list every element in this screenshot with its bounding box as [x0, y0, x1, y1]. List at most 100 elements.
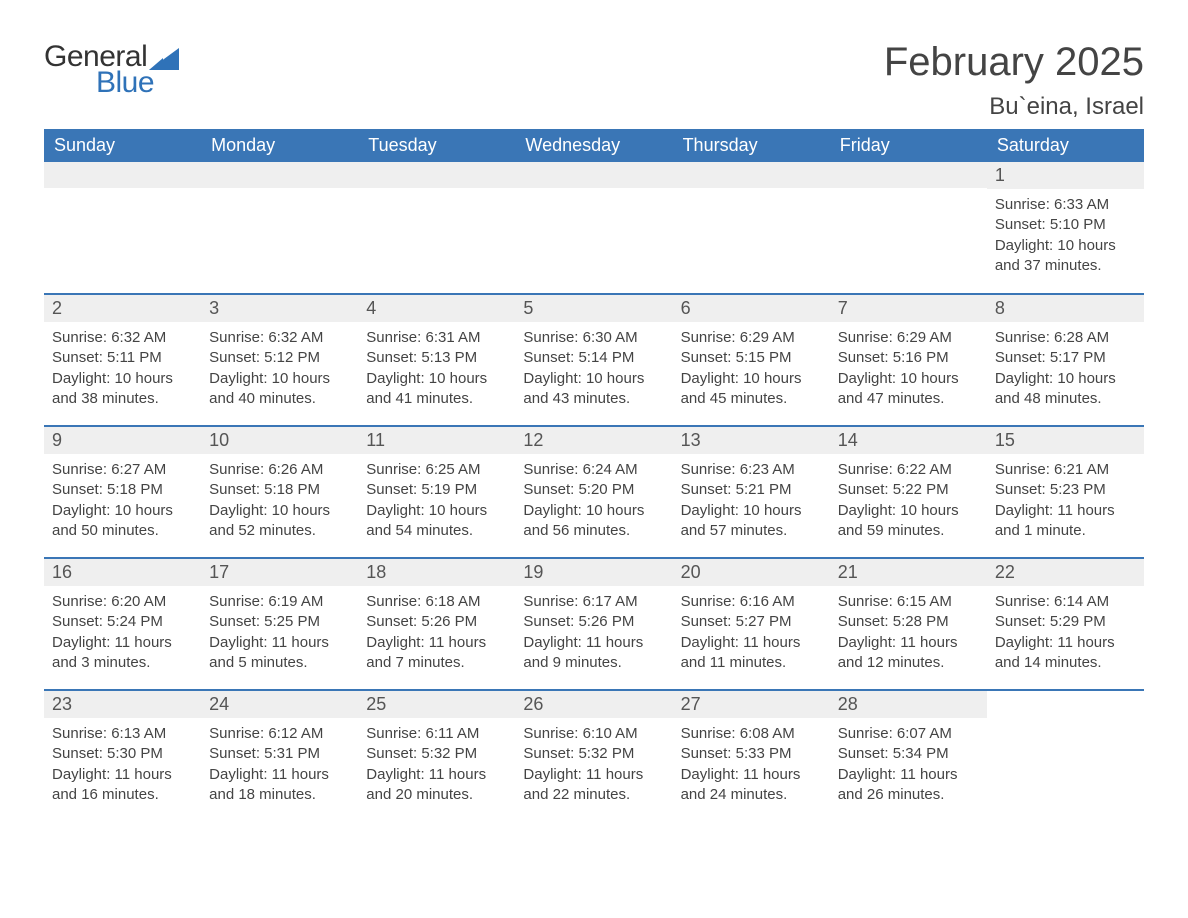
calendar-cell: 12Sunrise: 6:24 AMSunset: 5:20 PMDayligh…: [515, 426, 672, 558]
calendar-cell: 28Sunrise: 6:07 AMSunset: 5:34 PMDayligh…: [830, 690, 987, 822]
day-number: 26: [515, 691, 672, 718]
sunset-line: Sunset: 5:17 PM: [995, 348, 1136, 368]
day-number: 15: [987, 427, 1144, 454]
day-number: 10: [201, 427, 358, 454]
sunrise-line: Sunrise: 6:29 AM: [681, 328, 822, 348]
empty-day: [830, 162, 987, 188]
sunset-line: Sunset: 5:21 PM: [681, 480, 822, 500]
calendar-cell: 19Sunrise: 6:17 AMSunset: 5:26 PMDayligh…: [515, 558, 672, 690]
day-number: 27: [673, 691, 830, 718]
day-body: Sunrise: 6:22 AMSunset: 5:22 PMDaylight:…: [830, 454, 987, 551]
calendar-cell: 8Sunrise: 6:28 AMSunset: 5:17 PMDaylight…: [987, 294, 1144, 426]
day-number: 28: [830, 691, 987, 718]
sunset-line: Sunset: 5:19 PM: [366, 480, 507, 500]
calendar-cell: 20Sunrise: 6:16 AMSunset: 5:27 PMDayligh…: [673, 558, 830, 690]
day-body: Sunrise: 6:33 AMSunset: 5:10 PMDaylight:…: [987, 189, 1144, 286]
daylight-line: Daylight: 11 hours and 11 minutes.: [681, 633, 822, 674]
location: Bu`eina, Israel: [884, 93, 1144, 121]
day-body: Sunrise: 6:15 AMSunset: 5:28 PMDaylight:…: [830, 586, 987, 683]
daylight-line: Daylight: 11 hours and 14 minutes.: [995, 633, 1136, 674]
sunset-line: Sunset: 5:12 PM: [209, 348, 350, 368]
sunrise-line: Sunrise: 6:33 AM: [995, 195, 1136, 215]
calendar-cell: 5Sunrise: 6:30 AMSunset: 5:14 PMDaylight…: [515, 294, 672, 426]
day-number: 19: [515, 559, 672, 586]
sunset-line: Sunset: 5:31 PM: [209, 744, 350, 764]
calendar-cell: [987, 690, 1144, 822]
sunset-line: Sunset: 5:26 PM: [523, 612, 664, 632]
daylight-line: Daylight: 10 hours and 45 minutes.: [681, 369, 822, 410]
day-number: 4: [358, 295, 515, 322]
day-body: Sunrise: 6:11 AMSunset: 5:32 PMDaylight:…: [358, 718, 515, 815]
sunrise-line: Sunrise: 6:23 AM: [681, 460, 822, 480]
sunset-line: Sunset: 5:20 PM: [523, 480, 664, 500]
day-body: Sunrise: 6:32 AMSunset: 5:12 PMDaylight:…: [201, 322, 358, 419]
day-body: Sunrise: 6:19 AMSunset: 5:25 PMDaylight:…: [201, 586, 358, 683]
day-number: 25: [358, 691, 515, 718]
daylight-line: Daylight: 10 hours and 43 minutes.: [523, 369, 664, 410]
sunset-line: Sunset: 5:22 PM: [838, 480, 979, 500]
sunset-line: Sunset: 5:27 PM: [681, 612, 822, 632]
sunrise-line: Sunrise: 6:21 AM: [995, 460, 1136, 480]
calendar-cell: 10Sunrise: 6:26 AMSunset: 5:18 PMDayligh…: [201, 426, 358, 558]
calendar-cell: 23Sunrise: 6:13 AMSunset: 5:30 PMDayligh…: [44, 690, 201, 822]
logo-text-sub: Blue: [96, 66, 154, 100]
calendar-header-row: SundayMondayTuesdayWednesdayThursdayFrid…: [44, 129, 1144, 162]
sunrise-line: Sunrise: 6:20 AM: [52, 592, 193, 612]
day-number: 14: [830, 427, 987, 454]
day-body: Sunrise: 6:21 AMSunset: 5:23 PMDaylight:…: [987, 454, 1144, 551]
daylight-line: Daylight: 10 hours and 57 minutes.: [681, 501, 822, 542]
sunrise-line: Sunrise: 6:07 AM: [838, 724, 979, 744]
sunrise-line: Sunrise: 6:10 AM: [523, 724, 664, 744]
sunset-line: Sunset: 5:32 PM: [366, 744, 507, 764]
calendar-cell: 15Sunrise: 6:21 AMSunset: 5:23 PMDayligh…: [987, 426, 1144, 558]
day-number: 6: [673, 295, 830, 322]
daylight-line: Daylight: 10 hours and 59 minutes.: [838, 501, 979, 542]
daylight-line: Daylight: 10 hours and 37 minutes.: [995, 236, 1136, 277]
calendar-cell: 3Sunrise: 6:32 AMSunset: 5:12 PMDaylight…: [201, 294, 358, 426]
sunset-line: Sunset: 5:14 PM: [523, 348, 664, 368]
daylight-line: Daylight: 11 hours and 12 minutes.: [838, 633, 979, 674]
sunrise-line: Sunrise: 6:28 AM: [995, 328, 1136, 348]
sunset-line: Sunset: 5:33 PM: [681, 744, 822, 764]
weekday-header: Saturday: [987, 129, 1144, 162]
calendar-cell: 26Sunrise: 6:10 AMSunset: 5:32 PMDayligh…: [515, 690, 672, 822]
sunset-line: Sunset: 5:26 PM: [366, 612, 507, 632]
calendar-table: SundayMondayTuesdayWednesdayThursdayFrid…: [44, 129, 1144, 822]
day-body: Sunrise: 6:31 AMSunset: 5:13 PMDaylight:…: [358, 322, 515, 419]
day-number: 9: [44, 427, 201, 454]
calendar-cell: 4Sunrise: 6:31 AMSunset: 5:13 PMDaylight…: [358, 294, 515, 426]
day-number: 13: [673, 427, 830, 454]
sunrise-line: Sunrise: 6:16 AM: [681, 592, 822, 612]
sunset-line: Sunset: 5:29 PM: [995, 612, 1136, 632]
sunset-line: Sunset: 5:34 PM: [838, 744, 979, 764]
calendar-week: 16Sunrise: 6:20 AMSunset: 5:24 PMDayligh…: [44, 558, 1144, 690]
calendar-week: 23Sunrise: 6:13 AMSunset: 5:30 PMDayligh…: [44, 690, 1144, 822]
sunrise-line: Sunrise: 6:11 AM: [366, 724, 507, 744]
day-number: 18: [358, 559, 515, 586]
calendar-cell: 7Sunrise: 6:29 AMSunset: 5:16 PMDaylight…: [830, 294, 987, 426]
day-number: 12: [515, 427, 672, 454]
title-block: February 2025 Bu`eina, Israel: [884, 40, 1144, 121]
sunrise-line: Sunrise: 6:30 AM: [523, 328, 664, 348]
day-number: 22: [987, 559, 1144, 586]
daylight-line: Daylight: 10 hours and 56 minutes.: [523, 501, 664, 542]
day-body: Sunrise: 6:12 AMSunset: 5:31 PMDaylight:…: [201, 718, 358, 815]
daylight-line: Daylight: 10 hours and 50 minutes.: [52, 501, 193, 542]
calendar-cell: 16Sunrise: 6:20 AMSunset: 5:24 PMDayligh…: [44, 558, 201, 690]
weekday-header: Sunday: [44, 129, 201, 162]
day-body: Sunrise: 6:32 AMSunset: 5:11 PMDaylight:…: [44, 322, 201, 419]
day-number: 23: [44, 691, 201, 718]
weekday-header: Wednesday: [515, 129, 672, 162]
calendar-cell: 21Sunrise: 6:15 AMSunset: 5:28 PMDayligh…: [830, 558, 987, 690]
calendar-cell: [44, 162, 201, 294]
day-number: 1: [987, 162, 1144, 189]
sunrise-line: Sunrise: 6:15 AM: [838, 592, 979, 612]
calendar-week: 2Sunrise: 6:32 AMSunset: 5:11 PMDaylight…: [44, 294, 1144, 426]
weekday-header: Monday: [201, 129, 358, 162]
calendar-cell: [201, 162, 358, 294]
day-number: 8: [987, 295, 1144, 322]
sunrise-line: Sunrise: 6:29 AM: [838, 328, 979, 348]
sunrise-line: Sunrise: 6:12 AM: [209, 724, 350, 744]
calendar-cell: 2Sunrise: 6:32 AMSunset: 5:11 PMDaylight…: [44, 294, 201, 426]
sunset-line: Sunset: 5:18 PM: [52, 480, 193, 500]
